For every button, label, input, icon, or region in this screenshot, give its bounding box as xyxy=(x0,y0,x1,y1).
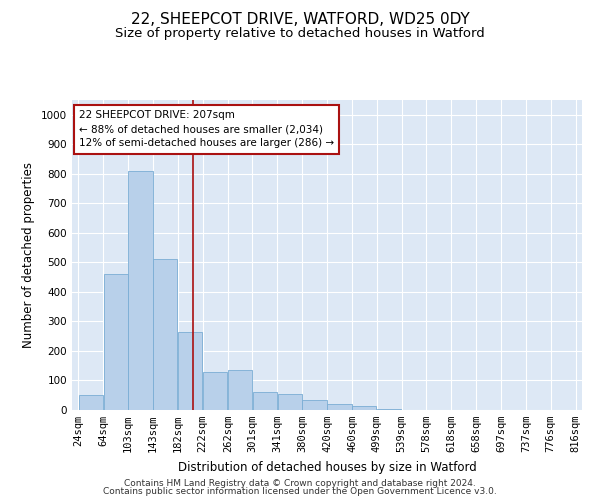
Bar xyxy=(79,395,103,410)
Text: 22, SHEEPCOT DRIVE, WATFORD, WD25 0DY: 22, SHEEPCOT DRIVE, WATFORD, WD25 0DY xyxy=(131,12,469,28)
Bar xyxy=(253,392,277,410)
X-axis label: Distribution of detached houses by size in Watford: Distribution of detached houses by size … xyxy=(178,460,476,473)
Bar xyxy=(278,394,302,410)
Bar xyxy=(154,260,177,410)
Bar xyxy=(178,332,202,410)
Y-axis label: Number of detached properties: Number of detached properties xyxy=(22,162,35,348)
Bar xyxy=(302,400,326,410)
Bar xyxy=(328,404,352,410)
Bar xyxy=(228,370,252,410)
Text: 22 SHEEPCOT DRIVE: 207sqm
← 88% of detached houses are smaller (2,034)
12% of se: 22 SHEEPCOT DRIVE: 207sqm ← 88% of detac… xyxy=(79,110,334,148)
Bar xyxy=(377,408,401,410)
Bar xyxy=(352,406,376,410)
Bar xyxy=(128,171,152,410)
Text: Size of property relative to detached houses in Watford: Size of property relative to detached ho… xyxy=(115,28,485,40)
Text: Contains HM Land Registry data © Crown copyright and database right 2024.: Contains HM Land Registry data © Crown c… xyxy=(124,478,476,488)
Bar xyxy=(104,274,128,410)
Bar xyxy=(203,372,227,410)
Text: Contains public sector information licensed under the Open Government Licence v3: Contains public sector information licen… xyxy=(103,487,497,496)
